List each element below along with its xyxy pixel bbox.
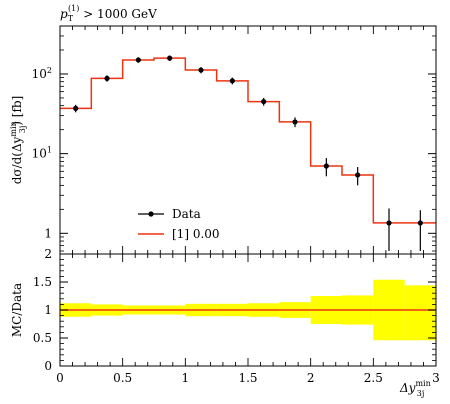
main-y-tick-label: 1 <box>44 226 52 240</box>
data-point <box>386 220 392 226</box>
data-point <box>355 172 361 178</box>
main-y-tick-base: 1 <box>44 226 52 240</box>
data-point <box>104 75 110 81</box>
ratio-x-tick-label: 1 <box>182 371 190 385</box>
ratio-y-tick-label: 0 <box>44 359 52 373</box>
data-point <box>73 105 79 111</box>
ratio-x-tick-label: 1.5 <box>238 371 257 385</box>
main-y-tick-label: 102 <box>32 66 52 81</box>
legend-data-marker <box>148 211 154 217</box>
xlabel-subscript: 3j <box>417 389 425 398</box>
main-y-tick-base: 10 <box>32 147 47 161</box>
main-y-tick-exponent: 2 <box>47 66 52 75</box>
data-point <box>323 163 329 169</box>
title-p: p <box>60 7 68 21</box>
main-y-tick-label: 101 <box>32 146 52 161</box>
ratio-band-bin <box>404 285 436 341</box>
ratio-y-tick-label: 1.5 <box>33 275 52 289</box>
ylabel-subscript: 3j <box>18 126 27 134</box>
main-y-tick-exponent: 1 <box>47 146 52 155</box>
data-point <box>198 67 204 73</box>
xlabel-pre: Δy <box>399 381 416 395</box>
ratio-y-axis-label: MC/Data <box>10 283 24 337</box>
ratio-x-tick-label: 2 <box>307 371 315 385</box>
legend-label-data: Data <box>172 207 201 221</box>
data-point <box>417 220 423 226</box>
xlabel-superscript: min <box>415 379 430 388</box>
x-axis-label: Δymin 3j <box>399 379 431 398</box>
data-point <box>229 78 235 84</box>
ylabel-pre: dσ/d(Δy <box>10 136 24 184</box>
title-superscript: (1) <box>68 4 79 13</box>
ratio-y-tick-label: 2 <box>44 247 52 261</box>
data-point <box>261 98 267 105</box>
ratio-panel: 0 0.5 1 1.5 2 0 0.5 1 1.5 2 2.5 3 MC/Data Δymin 3j <box>10 247 440 398</box>
data-point <box>292 119 298 125</box>
ratio-x-tick-label: 3 <box>432 371 440 385</box>
data-point <box>135 57 141 63</box>
ratio-y-tick-label: 1 <box>44 303 52 317</box>
ylabel-post: ) [fb] <box>10 96 24 126</box>
main-y-tick-base: 10 <box>32 67 47 81</box>
data-point <box>167 55 173 61</box>
title-rest: > 1000 GeV <box>79 7 157 21</box>
main-frame <box>59 25 437 255</box>
main-y-axis-label: dσ/d(Δymin3j) [fb] <box>9 96 27 185</box>
ratio-x-tick-label: 2.5 <box>364 371 383 385</box>
ratio-x-tick-label: 0 <box>56 371 64 385</box>
mc-histogram-line <box>60 57 436 224</box>
chart-title: pT(1) > 1000 GeV <box>60 4 157 23</box>
legend-label-mc: [1] 0.00 <box>172 227 220 241</box>
ratio-y-tick-label: 0.5 <box>33 331 52 345</box>
ratio-x-tick-label: 0.5 <box>113 371 132 385</box>
title-subscript: T <box>68 14 74 23</box>
ylabel-superscript: min <box>9 121 18 136</box>
